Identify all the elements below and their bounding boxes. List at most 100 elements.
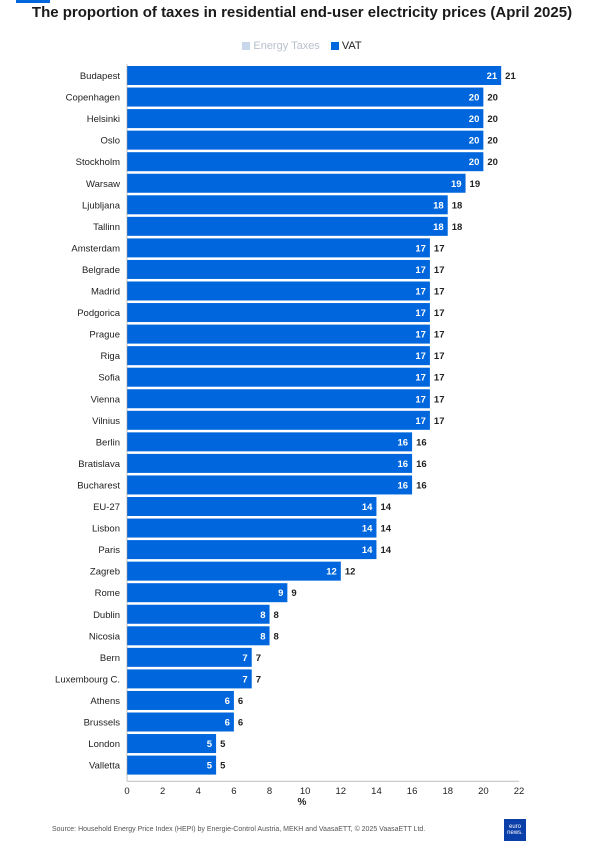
bar-value-label-stockholm: 20 — [469, 157, 480, 168]
legend-label-energy-taxes: Energy Taxes — [253, 40, 320, 52]
total-label-dublin: 8 — [274, 610, 279, 621]
bar-vat-riga — [127, 346, 430, 366]
category-label-riga: Riga — [100, 351, 120, 362]
legend-item-energy-taxes[interactable]: Energy Taxes — [242, 40, 320, 52]
x-tick-label-14: 14 — [371, 786, 382, 797]
bar-vat-helsinki — [127, 109, 484, 129]
total-label-bratislava: 16 — [416, 459, 427, 470]
bar-vat-vienna — [127, 389, 430, 409]
bar-value-label-berlin: 16 — [398, 437, 409, 448]
x-tick-label-0: 0 — [124, 786, 129, 797]
category-label-budapest: Budapest — [80, 71, 121, 82]
bar-value-label-copenhagen: 20 — [469, 93, 480, 104]
category-label-luxembourg-c: Luxembourg C. — [55, 674, 120, 685]
bar-vat-tallinn — [127, 216, 448, 236]
bar-value-label-zagreb: 12 — [326, 567, 337, 578]
legend-swatch-vat — [330, 42, 339, 50]
bar-value-label-brussels: 6 — [225, 718, 230, 729]
x-tick-label-8: 8 — [267, 786, 272, 797]
bar-vat-paris — [127, 540, 377, 560]
total-label-eu-27: 14 — [380, 502, 391, 513]
category-label-madrid: Madrid — [91, 287, 120, 298]
bar-value-label-eu-27: 14 — [362, 502, 373, 513]
category-label-prague: Prague — [89, 330, 120, 341]
bar-vat-bucharest — [127, 475, 413, 495]
category-label-copenhagen: Copenhagen — [66, 93, 120, 104]
category-label-berlin: Berlin — [96, 437, 120, 448]
x-tick-label-18: 18 — [442, 786, 453, 797]
bar-value-label-oslo: 20 — [469, 136, 480, 147]
total-label-helsinki: 20 — [487, 114, 498, 125]
category-label-rome: Rome — [95, 588, 120, 599]
bar-value-label-sofia: 17 — [415, 373, 426, 384]
legend-swatch-energy-taxes — [242, 42, 251, 50]
x-tick-label-4: 4 — [196, 786, 201, 797]
bar-vat-berlin — [127, 432, 413, 452]
category-label-dublin: Dublin — [93, 610, 120, 621]
total-label-bern: 7 — [256, 653, 261, 664]
bar-vat-belgrade — [127, 259, 430, 279]
total-label-madrid: 17 — [434, 287, 445, 298]
bar-value-label-athens: 6 — [225, 696, 230, 707]
total-label-warsaw: 19 — [470, 179, 481, 190]
category-label-nicosia: Nicosia — [89, 631, 121, 642]
x-tick-label-10: 10 — [300, 786, 311, 797]
x-tick-label-2: 2 — [160, 786, 165, 797]
total-label-luxembourg-c: 7 — [256, 674, 261, 685]
category-label-tallinn: Tallinn — [93, 222, 120, 233]
bar-vat-athens — [127, 690, 234, 710]
bar-vat-copenhagen — [127, 87, 484, 107]
category-label-london: London — [88, 739, 120, 750]
total-label-valletta: 5 — [220, 761, 226, 772]
category-label-amsterdam: Amsterdam — [71, 243, 120, 254]
bar-value-label-bern: 7 — [242, 653, 247, 664]
legend: Energy Taxes VAT — [0, 40, 604, 53]
total-label-oslo: 20 — [487, 136, 498, 147]
x-tick-label-12: 12 — [336, 786, 347, 797]
category-label-bucharest: Bucharest — [77, 480, 120, 491]
bar-vat-eu-27 — [127, 497, 377, 516]
total-label-london: 5 — [220, 739, 226, 750]
category-label-warsaw: Warsaw — [86, 179, 120, 190]
bar-vat-valletta — [127, 755, 217, 775]
bar-value-label-bucharest: 16 — [398, 480, 409, 491]
bar-vat-london — [127, 734, 217, 754]
total-label-prague: 17 — [434, 330, 445, 341]
bar-vat-bratislava — [127, 453, 413, 473]
total-label-sofia: 17 — [434, 373, 445, 384]
bar-value-label-lisbon: 14 — [362, 524, 373, 535]
chart-title: The proportion of taxes in residential e… — [31, 4, 573, 21]
category-label-oslo: Oslo — [100, 136, 120, 147]
category-label-belgrade: Belgrade — [82, 265, 120, 276]
total-label-nicosia: 8 — [274, 631, 279, 642]
total-label-vilnius: 17 — [434, 416, 445, 427]
bar-value-label-riga: 17 — [415, 351, 426, 362]
total-label-budapest: 21 — [505, 71, 516, 82]
top-accent-bar — [16, 0, 50, 3]
bar-value-label-vienna: 17 — [415, 394, 426, 405]
bar-value-label-vilnius: 17 — [415, 416, 426, 427]
legend-item-vat[interactable]: VAT — [330, 40, 362, 52]
x-tick-label-20: 20 — [478, 786, 489, 797]
total-label-amsterdam: 17 — [434, 243, 445, 254]
category-label-paris: Paris — [98, 545, 120, 556]
euronews-logo: euro news. — [504, 819, 526, 841]
bar-vat-budapest — [127, 66, 502, 85]
bar-value-label-valletta: 5 — [207, 761, 213, 772]
x-tick-label-16: 16 — [407, 786, 418, 797]
bar-vat-warsaw — [127, 173, 466, 193]
total-label-athens: 6 — [238, 696, 243, 707]
category-label-ljubljana: Ljubljana — [82, 200, 121, 211]
total-label-riga: 17 — [434, 351, 445, 362]
logo-text-bottom: news. — [507, 830, 523, 836]
total-label-brussels: 6 — [238, 718, 243, 729]
bar-vat-luxembourg-c — [127, 669, 252, 689]
bar-value-label-paris: 14 — [362, 545, 373, 556]
category-label-eu-27: EU-27 — [93, 502, 120, 513]
total-label-lisbon: 14 — [380, 524, 391, 535]
category-label-vienna: Vienna — [91, 394, 121, 405]
category-label-helsinki: Helsinki — [87, 114, 120, 125]
x-axis-label: % — [297, 797, 307, 808]
bar-value-label-warsaw: 19 — [451, 179, 462, 190]
bar-vat-lisbon — [127, 518, 377, 538]
